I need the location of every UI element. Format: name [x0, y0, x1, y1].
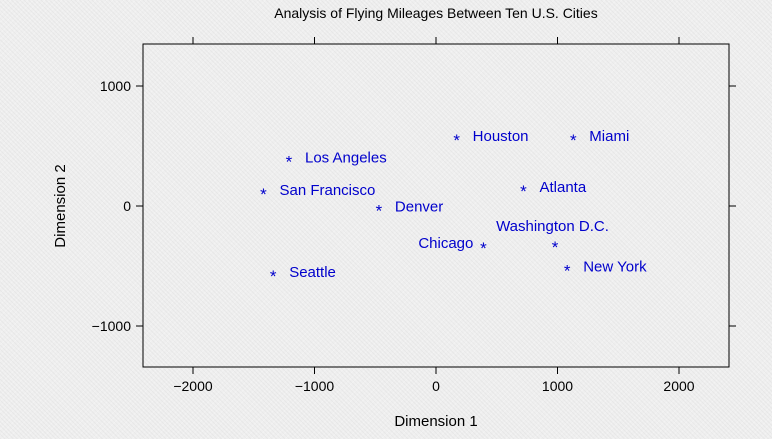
data-point-label: Chicago — [418, 235, 473, 252]
data-point-label: Atlanta — [539, 179, 586, 196]
data-point-label: Denver — [395, 199, 443, 216]
y-axis: −1000 0 1000 — [92, 78, 736, 334]
data-point-marker: * — [552, 238, 559, 257]
data-point-label: San Francisco — [279, 182, 375, 199]
data-point-marker: * — [260, 185, 267, 204]
data-point-marker: * — [376, 202, 383, 221]
data-point-label: Seattle — [289, 264, 336, 281]
chart-title: Analysis of Flying Mileages Between Ten … — [274, 5, 597, 21]
y-tick-label: 1000 — [100, 78, 131, 94]
data-points: * Los Angeles* San Francisco* Seattle* Denve… — [260, 128, 647, 286]
data-point-marker: * — [570, 131, 577, 150]
data-point-marker: * — [520, 182, 527, 201]
x-axis: −2000 −1000 0 1000 2000 — [173, 37, 695, 394]
y-tick-label: −1000 — [92, 318, 132, 334]
x-tick-label: −2000 — [173, 378, 213, 394]
data-point-label: Miami — [589, 128, 629, 145]
data-point-marker: * — [270, 267, 277, 286]
x-tick-label: 2000 — [663, 378, 694, 394]
data-point-label: Washington D.C. — [496, 218, 609, 235]
data-point-marker: * — [286, 152, 293, 171]
y-axis-label: Dimension 2 — [52, 164, 69, 247]
data-point-marker: * — [564, 262, 571, 281]
data-point-marker: * — [480, 239, 487, 258]
data-point-label: Houston — [473, 128, 529, 145]
x-tick-label: 0 — [432, 378, 440, 394]
x-axis-label: Dimension 1 — [394, 413, 477, 430]
y-tick-label: 0 — [123, 198, 131, 214]
x-tick-label: −1000 — [295, 378, 335, 394]
x-tick-label: 1000 — [542, 378, 573, 394]
data-point-label: Los Angeles — [305, 149, 387, 166]
data-point-marker: * — [453, 131, 460, 150]
data-point-label: New York — [583, 259, 647, 276]
